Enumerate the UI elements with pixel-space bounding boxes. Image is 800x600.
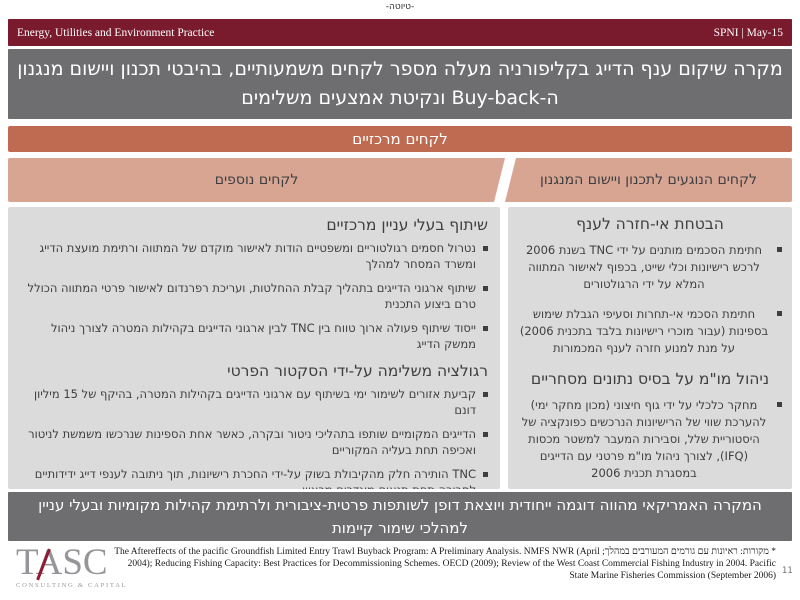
draft-label: -טיוטה- [385, 2, 415, 12]
bullet-item: נטרול חסמים רגולטוריים ומשפטיים הודות לא… [20, 241, 488, 272]
bullet-text: קביעת אזורים לשימור ימי בשיתוף עם ארגוני… [33, 387, 476, 417]
bullet-marker-icon [483, 246, 488, 251]
bullet-text: חתימת הסכמים מותנים על ידי TNC בשנת 2006… [525, 243, 763, 291]
conclusion-banner: המקרה האמריקאי מהווה דוגמה ייחודית ויוצא… [8, 492, 792, 541]
bullet-item: ייסוד שיתוף פעולה ארוך טווח בין TNC לבין… [20, 321, 488, 352]
bullet-text: מחקר כלכלי על ידי גוף חיצוני (מכון מחקר … [521, 398, 767, 480]
bullet-text: TNC הותירה חלק מהקיבולת בשוק על-ידי החכר… [34, 467, 476, 489]
bullet-item: מחקר כלכלי על ידי גוף חיצוני (מכון מחקר … [518, 397, 782, 482]
page-number: 11 [782, 566, 793, 576]
section-heading: רגולציה משלימה על-ידי הסקטור הפרטי [227, 362, 488, 380]
column-header-mechanism-lessons: לקחים הנוגעים לתכנון ויישום המנגנון [505, 158, 792, 202]
key-lessons-banner: לקחים מרכזיים [8, 126, 792, 152]
practice-label: Energy, Utilities and Environment Practi… [17, 26, 215, 39]
bullet-item: קביעת אזורים לשימור ימי בשיתוף עם ארגוני… [20, 387, 488, 418]
bullet-text: הדייגים המקומיים שותפו בתהליכי ניטור ובק… [28, 427, 476, 457]
additional-lessons-box: שיתוף בעלי עניין מרכזיים נטרול חסמים רגו… [8, 207, 500, 489]
bullet-text: שיתוף ארגוני הדייגים בתהליך קבלת ההחלטות… [27, 281, 476, 311]
mechanism-lessons-box: הבטחת אי-חזרה לענף חתימת הסכמים מותנים ע… [508, 207, 792, 489]
tasc-logo: TASC CONSULTING & CAPITAL [16, 542, 128, 589]
slide-header-bar: Energy, Utilities and Environment Practi… [8, 19, 792, 46]
bullet-marker-icon [777, 247, 782, 252]
column-header-additional-lessons: לקחים נוספים [8, 158, 505, 202]
tasc-logo-wordmark: TASC [16, 542, 108, 583]
section-heading: הבטחת אי-חזרה לענף [576, 215, 724, 233]
bullet-text: נטרול חסמים רגולטוריים ומשפטיים הודות לא… [39, 241, 476, 271]
section-heading: שיתוף בעלי עניין מרכזיים [326, 216, 488, 234]
bullet-item: הדייגים המקומיים שותפו בתהליכי ניטור ובק… [20, 427, 488, 458]
bullet-marker-icon [777, 402, 782, 407]
bullet-marker-icon [483, 432, 488, 437]
bullet-item: חתימת הסכמים מותנים על ידי TNC בשנת 2006… [518, 242, 782, 293]
bullet-item: שיתוף ארגוני הדייגים בתהליך קבלת ההחלטות… [20, 281, 488, 312]
bullet-marker-icon [483, 326, 488, 331]
tasc-logo-tagline: CONSULTING & CAPITAL [16, 582, 128, 589]
bullet-marker-icon [483, 472, 488, 477]
bullet-text: ייסוד שיתוף פעולה ארוך טווח בין TNC לבין… [50, 321, 476, 351]
slide-title-line2: ה-Buy-back ונקיטת אמצעים משלימים [241, 87, 559, 109]
sources-footnote: * מקורות: ראיונות עם גורמים המעורבים במה… [114, 547, 776, 581]
bullet-text: חתימת הסכמי אי-תחרות וסעיפי הגבלת שימוש … [519, 307, 769, 355]
client-date-label: SPNI | May-15 [713, 26, 783, 39]
section-heading: ניהול מו"מ על בסיס נתונים מסחריים [530, 370, 770, 388]
slide-title: מקרה שיקום ענף הדייג בקליפורניה מעלה מספ… [8, 49, 792, 119]
bullet-item: חתימת הסכמי אי-תחרות וסעיפי הגבלת שימוש … [518, 306, 782, 357]
bullet-item: TNC הותירה חלק מהקיבולת בשוק על-ידי החכר… [20, 467, 488, 489]
bullet-marker-icon [483, 286, 488, 291]
bullet-marker-icon [777, 311, 782, 316]
bullet-marker-icon [483, 392, 488, 397]
slide-title-line1: מקרה שיקום ענף הדייג בקליפורניה מעלה מספ… [17, 58, 783, 80]
